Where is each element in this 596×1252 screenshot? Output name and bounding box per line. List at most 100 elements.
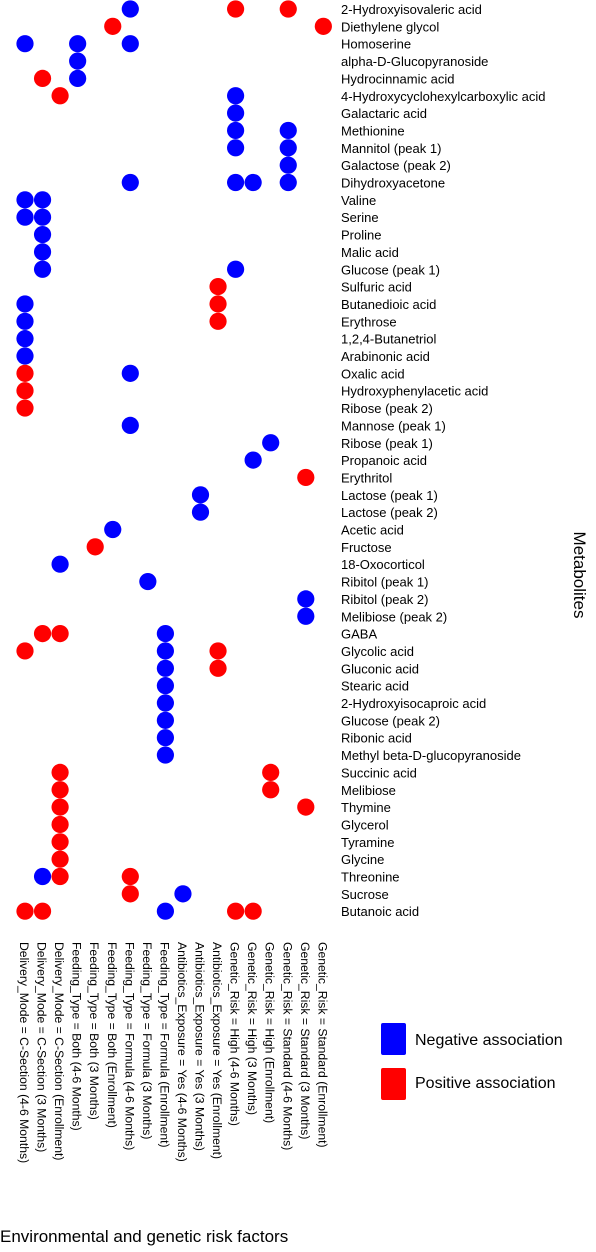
metabolite-labels: 2-Hydroxyisovaleric acid Diethylene glyco… (341, 2, 545, 919)
metabolite-label: 1,2,4-Butanetriol (341, 332, 437, 347)
point-negative-21 (244, 173, 262, 192)
point-negative-37 (16, 347, 34, 365)
risk-factor-label: Feeding_Type = Formula (3 Months) (140, 942, 154, 1139)
point-positive-4 (314, 17, 332, 35)
metabolite-label: Lactose (peak 2) (341, 505, 438, 520)
point-positive-54 (33, 625, 52, 643)
point-negative-63 (156, 694, 174, 712)
point-positive-40 (16, 382, 34, 400)
point-positive-38 (16, 364, 34, 382)
point-negative-18 (279, 156, 297, 174)
point-negative-65 (156, 729, 174, 747)
point-negative-34 (16, 312, 34, 330)
risk-factor-label: Feeding_Type = Both (3 Months) (87, 942, 101, 1120)
point-positive-31 (209, 278, 227, 296)
point-negative-5 (16, 35, 34, 53)
point-positive-69 (51, 781, 69, 799)
point-positive-2 (279, 0, 297, 18)
risk-factor-label: Antibiotics_Exposure = Yes (4-6 Months) (175, 942, 189, 1162)
point-negative-27 (33, 225, 52, 244)
point-negative-32 (16, 295, 34, 313)
point-negative-15 (279, 121, 297, 140)
metabolite-label: Butanoic acid (341, 904, 419, 919)
point-negative-13 (227, 104, 245, 122)
point-negative-46 (191, 486, 210, 504)
point-positive-78 (121, 867, 139, 886)
point-negative-25 (16, 208, 34, 226)
point-negative-12 (227, 87, 245, 105)
risk-factor-label: Genetic_Risk = High (4-6 Months) (228, 942, 242, 1126)
metabolite-label: Fructose (341, 540, 392, 555)
point-negative-44 (244, 451, 262, 469)
point-positive-84 (227, 902, 245, 920)
metabolite-label: Mannose (peak 1) (341, 418, 446, 433)
point-positive-41 (16, 399, 34, 417)
point-negative-60 (156, 659, 174, 677)
point-negative-16 (227, 139, 245, 157)
point-positive-49 (86, 538, 104, 556)
legend-positive-label: Positive association (415, 1075, 556, 1092)
point-positive-75 (51, 850, 69, 868)
point-positive-85 (244, 902, 262, 920)
point-positive-73 (51, 815, 69, 834)
risk-factor-label: Feeding_Type = Both (Enrollment) (105, 942, 119, 1128)
risk-factor-label: Delivery_Mode = C-Section (4-6 Months) (17, 942, 31, 1163)
point-negative-22 (279, 173, 297, 192)
risk-factor-label: Genetic_Risk = Standard (Enrollment) (315, 942, 329, 1148)
metabolite-label: Ribitol (peak 2) (341, 592, 428, 607)
legend: Negative association Positive associatio… (381, 1023, 563, 1100)
metabolite-label: Glycine (341, 852, 384, 867)
point-negative-51 (139, 572, 157, 591)
metabolite-label: Hydroxyphenylacetic acid (341, 384, 488, 399)
point-positive-33 (209, 295, 227, 313)
metabolite-label: Acetic acid (341, 523, 404, 538)
risk-factor-label: Antibiotics_Exposure = Yes (Enrollment) (210, 942, 224, 1159)
metabolite-label: Sulfuric acid (341, 280, 412, 295)
risk-factor-label: Feeding_Type = Both (4-6 Months) (70, 942, 84, 1131)
legend-negative-label: Negative association (415, 1032, 563, 1049)
metabolite-label: Ribose (peak 2) (341, 401, 433, 416)
legend-positive-swatch (381, 1068, 406, 1100)
metabolite-label: Hydrocinnamic acid (341, 71, 454, 86)
point-negative-8 (69, 52, 87, 70)
risk-factor-label: Feeding_Type = Formula (4-6 Months) (122, 942, 136, 1150)
metabolite-label: 4-Hydroxycyclohexylcarboxylic acid (341, 89, 545, 104)
metabolite-label: Ribitol (peak 1) (341, 575, 428, 590)
metabolite-label: Galactaric acid (341, 106, 427, 121)
point-positive-72 (297, 798, 315, 816)
metabolite-label: Malic acid (341, 245, 399, 260)
point-negative-50 (51, 555, 69, 573)
metabolite-label: Tyramine (341, 835, 394, 850)
y-axis-title: Metabolites (570, 532, 589, 619)
point-positive-68 (262, 763, 280, 782)
metabolite-label: Ribose (peak 1) (341, 436, 433, 451)
point-negative-62 (156, 677, 174, 695)
point-positive-3 (104, 17, 122, 35)
point-negative-0 (121, 0, 139, 18)
metabolite-label: Methionine (341, 123, 405, 138)
metabolite-label: Oxalic acid (341, 366, 405, 381)
point-negative-17 (279, 139, 297, 157)
risk-factor-label: Feeding_Type = Formula (Enrollment) (157, 942, 171, 1148)
risk-factor-label: Genetic_Risk = High (3 Months) (245, 942, 259, 1115)
metabolite-label: Butanedioic acid (341, 297, 436, 312)
metabolite-label: Lactose (peak 1) (341, 488, 438, 503)
metabolite-label: Erythrose (341, 314, 397, 329)
point-negative-80 (174, 885, 192, 903)
metabolite-label: Glycerol (341, 817, 389, 832)
metabolite-label: Erythritol (341, 470, 392, 485)
point-negative-30 (227, 260, 245, 278)
point-negative-26 (33, 208, 52, 226)
point-negative-66 (156, 746, 174, 764)
point-positive-81 (16, 902, 34, 920)
point-positive-45 (297, 468, 315, 487)
point-negative-48 (104, 520, 122, 539)
metabolite-label: Stearic acid (341, 679, 409, 694)
point-positive-11 (51, 87, 69, 105)
point-negative-47 (191, 503, 210, 521)
point-positive-61 (209, 659, 227, 677)
risk-factor-labels: Delivery_Mode = C-Section (4-6 Months) De… (17, 942, 329, 1163)
metabolite-label: Diethylene glycol (341, 19, 439, 34)
point-negative-39 (121, 364, 139, 382)
